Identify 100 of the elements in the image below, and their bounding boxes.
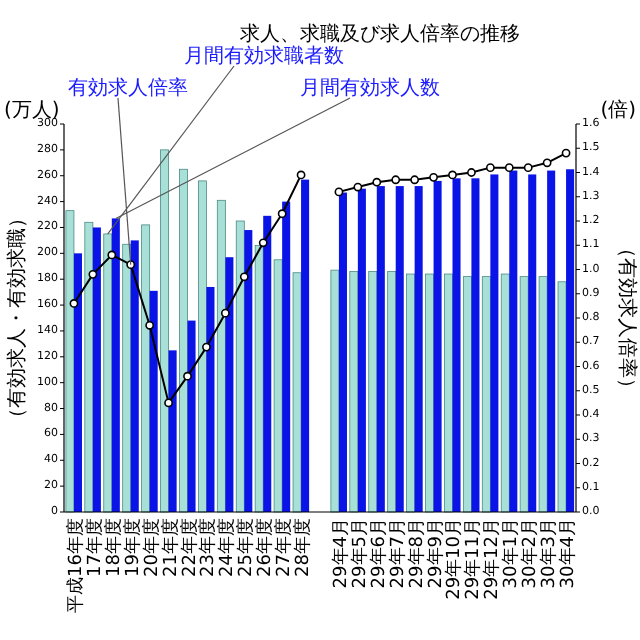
x-tick-label: 29年11月 — [462, 518, 485, 600]
point — [220, 308, 230, 318]
bar — [368, 271, 378, 513]
x-tick-label: 29年6月 — [367, 518, 390, 589]
bar — [462, 276, 472, 513]
bar — [197, 180, 207, 513]
bar — [338, 192, 347, 512]
point — [542, 158, 552, 168]
bar — [282, 201, 291, 512]
point — [183, 371, 192, 381]
bar — [225, 257, 234, 512]
bar — [425, 273, 434, 513]
point — [467, 168, 476, 177]
point — [372, 177, 382, 187]
bar — [452, 178, 461, 512]
x-tick-label: 20年度 — [140, 518, 163, 577]
x-tick-label: 18年度 — [102, 518, 125, 577]
y-axis-title: （有効求人・有効求職） — [5, 208, 29, 428]
bar — [566, 169, 575, 512]
point — [107, 250, 117, 260]
point — [277, 209, 287, 219]
point — [334, 187, 344, 197]
bar — [263, 215, 272, 512]
bar — [433, 180, 442, 512]
x-tick-label: 29年4月 — [329, 518, 352, 589]
x-tick-label: 29年9月 — [424, 518, 447, 589]
point — [391, 175, 401, 185]
bar — [206, 286, 215, 512]
x-tick-label: 30年2月 — [519, 518, 542, 589]
x-tick-label: 24年度 — [216, 518, 239, 577]
x-tick-label: 19年度 — [121, 518, 144, 577]
bar — [490, 174, 499, 512]
point — [126, 260, 136, 270]
point — [429, 172, 438, 182]
x-tick-label: 17年度 — [83, 518, 106, 577]
point — [145, 320, 155, 330]
x-tick-label: 28年度 — [292, 518, 315, 577]
bar — [414, 186, 423, 512]
bar — [187, 320, 196, 512]
x-tick-label: 23年度 — [197, 518, 220, 577]
point — [296, 170, 306, 180]
point — [523, 163, 533, 173]
bar — [179, 168, 188, 513]
x-tick-label: 29年7月 — [386, 518, 409, 589]
bar — [103, 233, 113, 513]
point — [561, 148, 571, 158]
bar — [519, 276, 529, 513]
point — [410, 175, 420, 185]
point — [504, 163, 514, 173]
bar — [406, 273, 416, 513]
bar — [244, 230, 253, 512]
bar — [73, 253, 82, 512]
text: 有効求人倍率 — [68, 76, 188, 100]
x-tick-label: 29年12月 — [481, 518, 504, 600]
bar — [349, 271, 359, 513]
text: (倍) — [600, 98, 637, 122]
bar — [160, 149, 169, 513]
bar — [130, 240, 139, 512]
x-tick-label: 22年度 — [178, 518, 201, 577]
bar — [376, 186, 385, 512]
point — [448, 170, 457, 180]
bar — [65, 210, 75, 513]
text: 月間有効求人数 — [300, 76, 440, 100]
bar — [92, 227, 101, 512]
x-tick-label: 29年10月 — [443, 518, 466, 600]
bar — [500, 273, 510, 513]
bar — [387, 271, 397, 513]
point — [258, 238, 268, 248]
bar — [481, 276, 491, 513]
bar — [395, 186, 404, 512]
chart-title: 求人、求職及び求人倍率の推移 — [240, 22, 520, 46]
x-tick-label: 30年1月 — [500, 518, 523, 589]
point — [69, 299, 79, 308]
bar — [357, 188, 366, 512]
bar — [84, 221, 94, 513]
x-tick-label: 30年3月 — [538, 518, 561, 589]
x-tick-label: 29年8月 — [405, 518, 428, 589]
x-tick-label: 30年4月 — [557, 518, 580, 589]
point — [239, 272, 249, 282]
bar — [216, 199, 226, 513]
bar — [547, 170, 556, 512]
bar — [471, 178, 480, 512]
bar — [528, 174, 537, 512]
bar — [149, 290, 158, 512]
bar — [330, 269, 340, 513]
x-tick-label: 21年度 — [159, 518, 182, 577]
x-tick-label: 25年度 — [235, 518, 258, 577]
bar — [273, 259, 283, 513]
x-tick-label: 平成16年度 — [64, 518, 87, 613]
point — [485, 163, 495, 173]
point — [164, 398, 173, 408]
bar — [444, 273, 453, 513]
bar — [292, 272, 302, 513]
bar — [168, 350, 177, 512]
bar — [122, 243, 132, 513]
bar — [509, 170, 518, 512]
x-tick-label: 29年5月 — [348, 518, 371, 589]
text: 月間有効求職者数 — [184, 44, 344, 68]
point — [88, 269, 98, 279]
bar — [301, 179, 310, 512]
